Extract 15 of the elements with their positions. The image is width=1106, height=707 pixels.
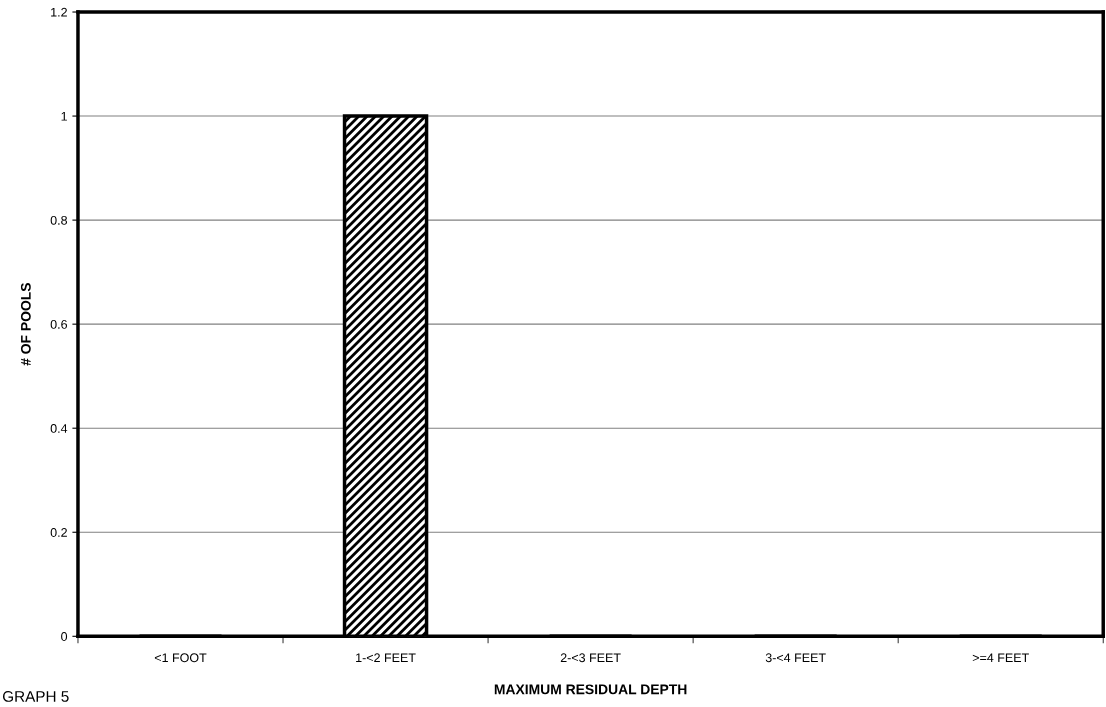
x-tick-label: <1 FOOT (154, 653, 207, 663)
y-tick-label: 0.2 (50, 528, 67, 537)
y-tick-label: 0.4 (50, 424, 68, 433)
x-tick-label: 2-<3 FEET (560, 653, 621, 663)
y-tick-label: 0 (61, 632, 68, 641)
y-tick-label: 1.2 (51, 7, 67, 17)
x-tick-label: >=4 FEET (972, 653, 1029, 663)
y-tick-label: 1 (61, 112, 67, 121)
y-tick-label: 0.6 (50, 319, 68, 329)
x-axis-title: MAXIMUM RESIDUAL DEPTH (494, 684, 687, 695)
x-tick-label: 3-<4 FEET (765, 653, 826, 663)
x-tick-label: 1-<2 FEET (356, 653, 416, 663)
caption: GRAPH 5 (2, 691, 69, 702)
y-axis-title: # OF POOLS (20, 283, 31, 366)
y-tick-label: 0.8 (50, 215, 68, 225)
